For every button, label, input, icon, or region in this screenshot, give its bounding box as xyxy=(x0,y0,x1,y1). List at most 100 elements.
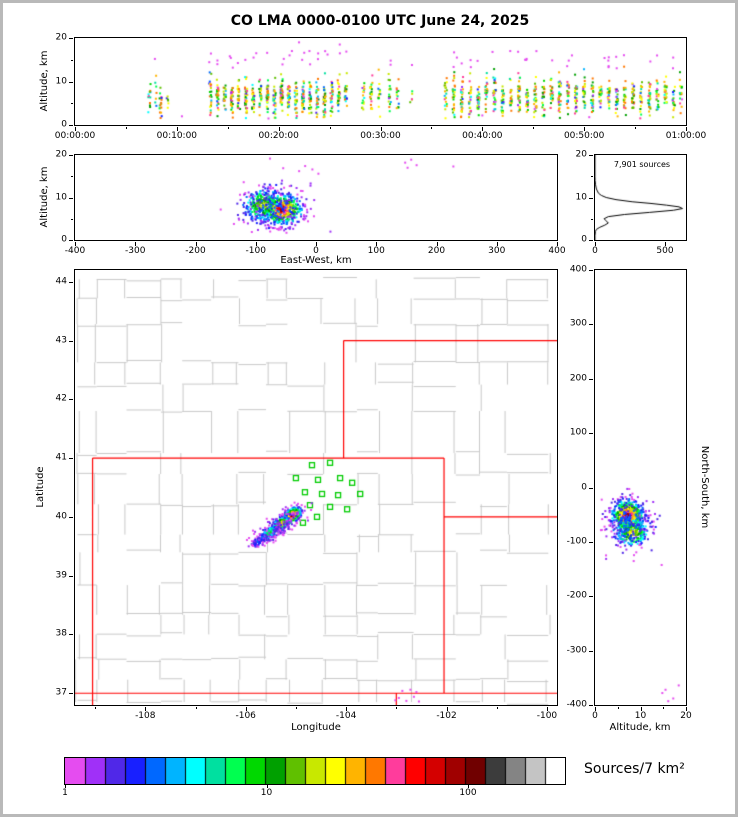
tick-mark xyxy=(686,127,687,131)
tick-label: 20 xyxy=(680,711,692,721)
tick-label: 44 xyxy=(55,276,67,287)
tick-label: 38 xyxy=(55,628,67,639)
time-height-panel xyxy=(74,37,687,126)
tick-mark xyxy=(71,218,73,220)
tick-mark xyxy=(546,707,548,711)
sources-count-annotation: 7,901 sources xyxy=(613,160,671,169)
tick-label: -400 xyxy=(64,246,86,256)
tick-label: 00:00:00 xyxy=(54,131,96,141)
tick-mark xyxy=(71,103,73,105)
tick-label: 40 xyxy=(55,511,67,522)
tick-mark xyxy=(176,127,178,131)
tick-mark xyxy=(69,155,73,156)
tick-label: 10 xyxy=(260,788,273,798)
plan-view-map-canvas xyxy=(75,270,557,705)
tick-mark xyxy=(595,242,596,246)
tick-mark xyxy=(446,707,448,711)
tick-mark xyxy=(468,785,469,788)
tick-label: 0 xyxy=(61,119,67,130)
tick-label: 37 xyxy=(55,687,67,698)
tick-mark xyxy=(635,127,637,129)
tick-label: 400 xyxy=(548,246,566,256)
tick-mark xyxy=(589,487,593,489)
tick-mark xyxy=(71,176,73,178)
tick-mark xyxy=(589,270,593,271)
latitude-axis-label: Latitude xyxy=(35,466,46,508)
tick-mark xyxy=(69,38,73,39)
tick-label: 10 xyxy=(634,711,647,721)
tick-mark xyxy=(75,242,76,246)
tick-label: -300 xyxy=(125,246,146,256)
tick-mark xyxy=(125,127,127,129)
tick-mark xyxy=(65,785,66,788)
tick-label: 10 xyxy=(55,192,67,202)
tick-label: 300 xyxy=(488,246,506,256)
tick-label: 00:40:00 xyxy=(462,131,503,141)
tick-mark xyxy=(533,127,535,129)
tick-mark xyxy=(95,707,97,709)
tick-label: -100 xyxy=(245,246,266,256)
tick-label: 10 xyxy=(575,192,587,202)
tick-mark xyxy=(316,242,317,246)
tick-label: 300 xyxy=(569,318,587,329)
tick-mark xyxy=(329,127,331,129)
tick-mark xyxy=(557,242,558,246)
tick-label: 0 xyxy=(581,234,587,245)
tick-mark xyxy=(295,707,297,709)
tick-label: -400 xyxy=(566,699,587,710)
tick-mark xyxy=(69,340,73,342)
tick-label: -300 xyxy=(566,645,587,656)
east-west-y-axis-label: Altitude, km xyxy=(39,166,50,228)
tick-mark xyxy=(595,707,596,711)
tick-label: 0 xyxy=(592,711,598,721)
tick-mark xyxy=(266,785,268,788)
longitude-axis-label: Longitude xyxy=(291,722,341,733)
tick-mark xyxy=(431,127,433,129)
tick-mark xyxy=(195,707,197,709)
colorbar-label: Sources/7 km² xyxy=(584,761,685,777)
tick-label: 0 xyxy=(592,246,598,256)
tick-mark xyxy=(640,707,642,711)
tick-mark xyxy=(589,155,593,156)
tick-label: 1 xyxy=(62,788,68,798)
colorbar-canvas xyxy=(65,758,565,784)
tick-mark xyxy=(69,399,73,401)
tick-label: 20 xyxy=(55,32,67,43)
figure-title: CO LMA 0000-0100 UTC June 24, 2025 xyxy=(230,13,530,29)
tick-label: 00:10:00 xyxy=(156,131,198,141)
tick-label: 00:20:00 xyxy=(258,131,299,141)
tick-mark xyxy=(589,650,593,652)
tick-mark xyxy=(346,707,348,711)
tick-mark xyxy=(663,707,665,709)
tick-mark xyxy=(69,575,73,577)
tick-label: -100 xyxy=(536,711,558,721)
tick-mark xyxy=(255,242,257,246)
tick-label: -106 xyxy=(235,711,256,721)
tick-mark xyxy=(396,707,398,709)
tick-mark xyxy=(591,176,593,178)
tick-label: 100 xyxy=(569,427,587,438)
tick-mark xyxy=(69,634,73,636)
tick-mark xyxy=(69,125,73,126)
east-west-x-axis-label: East-West, km xyxy=(280,255,352,266)
tick-mark xyxy=(69,197,73,199)
tick-mark xyxy=(69,458,73,460)
time-height-canvas xyxy=(75,38,686,125)
tick-mark xyxy=(245,707,247,711)
tick-mark xyxy=(71,59,73,61)
tick-label: 01:00:00 xyxy=(665,131,707,141)
tick-label: 200 xyxy=(569,373,587,384)
tick-mark xyxy=(135,242,137,246)
tick-mark xyxy=(665,242,666,246)
colorbar xyxy=(64,757,566,785)
tick-mark xyxy=(227,127,229,129)
tick-mark xyxy=(482,127,484,131)
tick-mark xyxy=(496,707,498,709)
tick-label: 20 xyxy=(55,149,67,160)
tick-mark xyxy=(380,127,382,131)
tick-label: -200 xyxy=(185,246,206,256)
tick-mark xyxy=(75,127,76,131)
altitude-histogram-canvas xyxy=(595,155,686,240)
tick-mark xyxy=(69,81,73,83)
